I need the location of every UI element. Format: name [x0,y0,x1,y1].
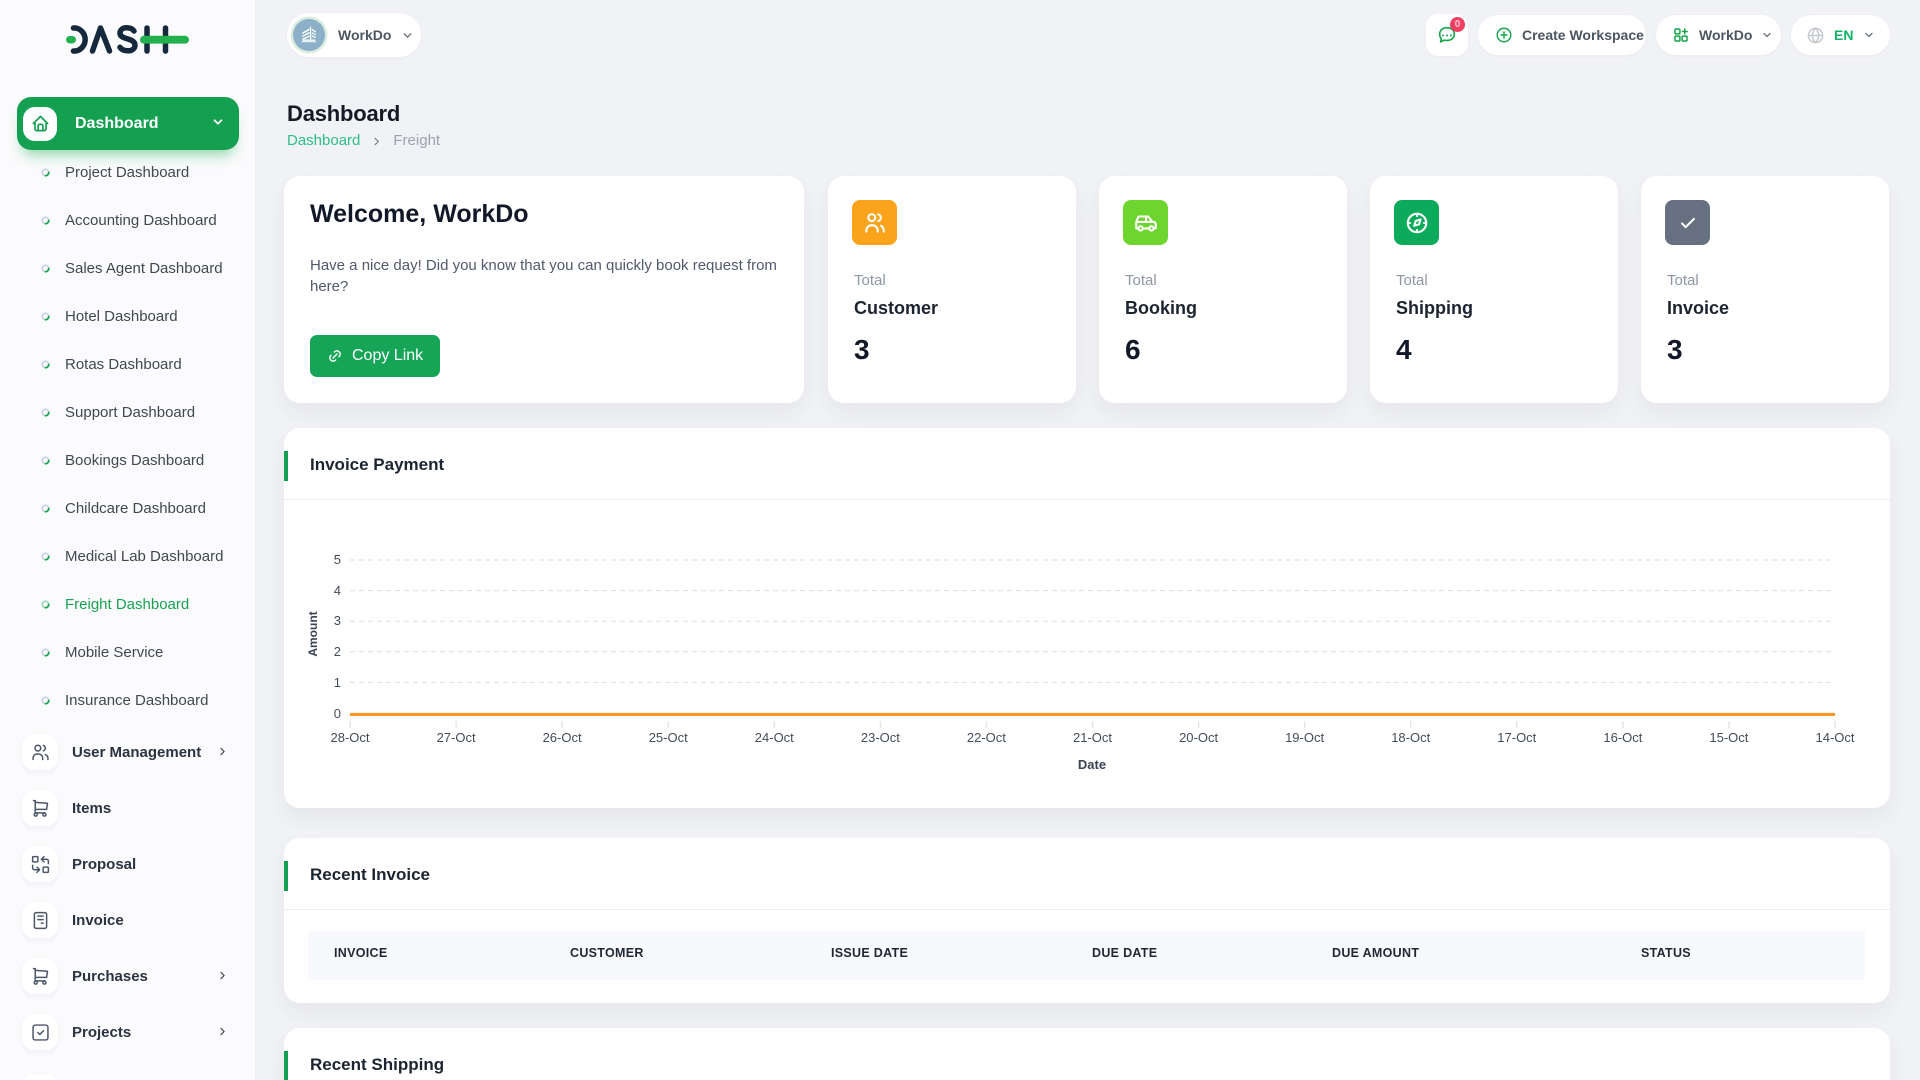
svg-text:17-Oct: 17-Oct [1497,730,1536,745]
svg-text:21-Oct: 21-Oct [1073,730,1112,745]
svg-text:0: 0 [334,706,341,721]
svg-text:4: 4 [334,583,341,598]
svg-text:19-Oct: 19-Oct [1285,730,1324,745]
svg-text:23-Oct: 23-Oct [861,730,900,745]
svg-text:15-Oct: 15-Oct [1709,730,1748,745]
svg-text:24-Oct: 24-Oct [755,730,794,745]
svg-text:25-Oct: 25-Oct [649,730,688,745]
svg-text:27-Oct: 27-Oct [437,730,476,745]
svg-text:28-Oct: 28-Oct [330,730,369,745]
svg-text:18-Oct: 18-Oct [1391,730,1430,745]
svg-text:1: 1 [334,675,341,690]
svg-text:20-Oct: 20-Oct [1179,730,1218,745]
svg-text:2: 2 [334,644,341,659]
svg-text:14-Oct: 14-Oct [1815,730,1854,745]
svg-text:Amount: Amount [306,611,320,656]
svg-text:Date: Date [1078,757,1106,772]
svg-text:3: 3 [334,613,341,628]
svg-text:26-Oct: 26-Oct [543,730,582,745]
svg-text:5: 5 [334,552,341,567]
svg-text:22-Oct: 22-Oct [967,730,1006,745]
svg-text:16-Oct: 16-Oct [1603,730,1642,745]
